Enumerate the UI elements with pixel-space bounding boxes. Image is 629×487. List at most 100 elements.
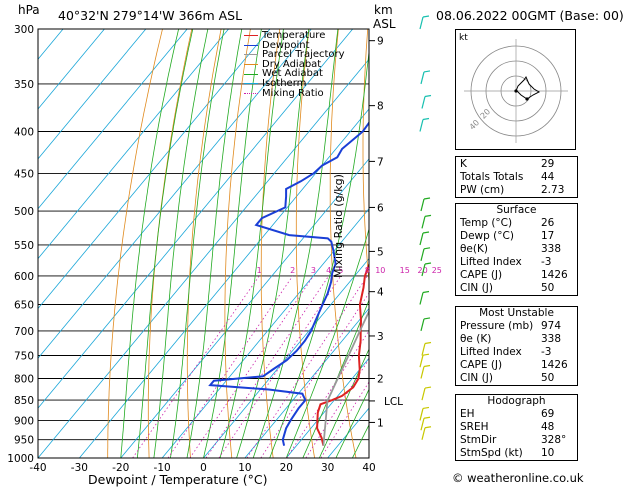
wind-barb: [419, 408, 424, 421]
row-label: SREH: [460, 421, 489, 433]
table-row: StmDir 328°: [456, 434, 577, 447]
row-label: CIN (J): [460, 282, 493, 294]
km-tick-label: 3: [377, 331, 384, 343]
row-value: 338: [541, 333, 562, 345]
pressure-tick-label: 750: [14, 350, 34, 362]
legend-item: Isotherm: [244, 79, 345, 89]
wet-adiabat-line: [203, 29, 262, 458]
isotherm-line: [38, 29, 188, 210]
wind-barb-flag: [422, 15, 430, 18]
temperature-tick-label: -40: [29, 462, 46, 474]
row-label: θe (K): [460, 333, 492, 345]
km-tick-label: 8: [377, 101, 384, 113]
wind-barb-flag: [424, 262, 432, 265]
row-value: 44: [541, 171, 555, 183]
wind-barb-flag: [423, 197, 431, 200]
temperature-tick-label: 30: [321, 462, 334, 474]
row-label: K: [460, 158, 467, 170]
mixing-ratio-line: [305, 358, 369, 458]
surface-table: Surface Temp (°C) 26 Dewp (°C) 17 θe(K) 338 Li…: [455, 203, 578, 296]
legend-swatch: [244, 35, 258, 37]
mixing-ratio-label: 8: [365, 266, 370, 275]
wind-barb: [420, 248, 425, 261]
row-value: 17: [541, 230, 555, 242]
pressure-tick-label: 500: [14, 206, 34, 218]
table-row: EH 69: [456, 408, 577, 421]
row-label: θe(K): [460, 243, 488, 255]
legend-item: Dry Adiabat: [244, 58, 345, 70]
hodograph-panel: kt 20 40: [455, 29, 576, 150]
row-value: 338: [541, 243, 562, 255]
legend-item: Temperature: [244, 31, 345, 41]
hodo-unit-label: kt: [459, 33, 468, 43]
wind-barb-flag: [424, 386, 432, 389]
legend-label: Dewpoint: [262, 39, 310, 51]
surface-title: Surface: [496, 204, 537, 216]
wet-adiabat-line: [186, 29, 243, 458]
hpa-label: hPa: [18, 3, 40, 17]
temperature-tick-label: 10: [238, 462, 251, 474]
row-label: CIN (J): [460, 372, 493, 384]
row-label: EH: [460, 408, 475, 420]
wind-barb: [421, 216, 426, 229]
parcel-trajectory-line: [322, 309, 369, 446]
mixing-ratio-label: 1: [257, 266, 262, 275]
plot-frame: [37, 28, 370, 459]
wind-barb-flag: [422, 117, 430, 121]
row-label: StmDir: [460, 434, 497, 446]
mixing-ratio-label: 2: [290, 266, 295, 275]
wet-adiabat-line: [136, 29, 194, 458]
row-value: 974: [541, 320, 562, 332]
mixing-ratio-line: [246, 275, 368, 458]
legend-item: Parcel Trajectory: [244, 50, 345, 60]
dry-adiabat-line: [186, 29, 222, 458]
row-label: CAPE (J): [460, 359, 503, 371]
isotherm-line: [38, 29, 271, 310]
wind-barb: [421, 96, 426, 109]
dry-adiabat-line: [224, 29, 251, 458]
row-value: -3: [541, 346, 552, 358]
wet-adiabat-line: [120, 29, 179, 458]
mixing-ratio-line: [286, 330, 369, 458]
row-label: CAPE (J): [460, 269, 503, 281]
wind-barb: [421, 343, 426, 356]
pressure-tick-label: 900: [14, 415, 34, 427]
table-row: SREH 48: [456, 421, 577, 434]
isotherm-line: [38, 29, 229, 260]
row-value: 29: [541, 158, 555, 170]
km-tick-label: 7: [377, 156, 384, 168]
legend-label: Dry Adiabat: [262, 58, 322, 70]
indices-table: K 29 Totals Totals 44 PW (cm) 2.73: [455, 156, 578, 198]
dry-adiabat-line: [573, 29, 629, 458]
table-row: Lifted Index -3: [456, 256, 577, 269]
legend-label: Mixing Ratio: [262, 87, 324, 99]
pressure-tick-label: 300: [14, 24, 34, 36]
isotherm-line: [38, 29, 147, 160]
dewpoint-line: [208, 121, 369, 446]
wind-barb-flag: [422, 353, 430, 356]
row-value: 328°: [541, 434, 567, 446]
row-label: Lifted Index: [460, 256, 522, 268]
km-tick-label: 6: [377, 202, 384, 214]
hodograph-title: Hodograph: [487, 395, 546, 407]
mixing-ratio-axis-label: Mixing Ratio (g/kg): [332, 174, 345, 278]
isotherm-line: [38, 58, 369, 458]
wind-barb-flag: [424, 214, 432, 217]
asl-label: ASL: [373, 17, 396, 31]
temperature-line: [316, 262, 369, 446]
table-row: StmSpd (kt) 10: [456, 447, 577, 460]
wind-barb: [419, 292, 424, 305]
x-axis-title: Dewpoint / Temperature (°C): [88, 472, 268, 487]
temperature-tick-label: 20: [280, 462, 293, 474]
hodograph-trace: [515, 75, 541, 100]
table-row: CAPE (J) 1426: [456, 269, 577, 282]
mixing-ratio-line: [320, 381, 369, 458]
wind-barb-flag: [424, 94, 432, 98]
km-tick-label: 2: [377, 373, 384, 385]
wind-barb-flag: [423, 416, 431, 419]
wet-adiabat-line: [252, 29, 339, 458]
dry-adiabat-line: [362, 29, 369, 287]
mixing-ratio-label: 10: [375, 266, 385, 275]
pressure-tick-label: 400: [14, 127, 34, 139]
wet-adiabat-line: [170, 29, 225, 458]
